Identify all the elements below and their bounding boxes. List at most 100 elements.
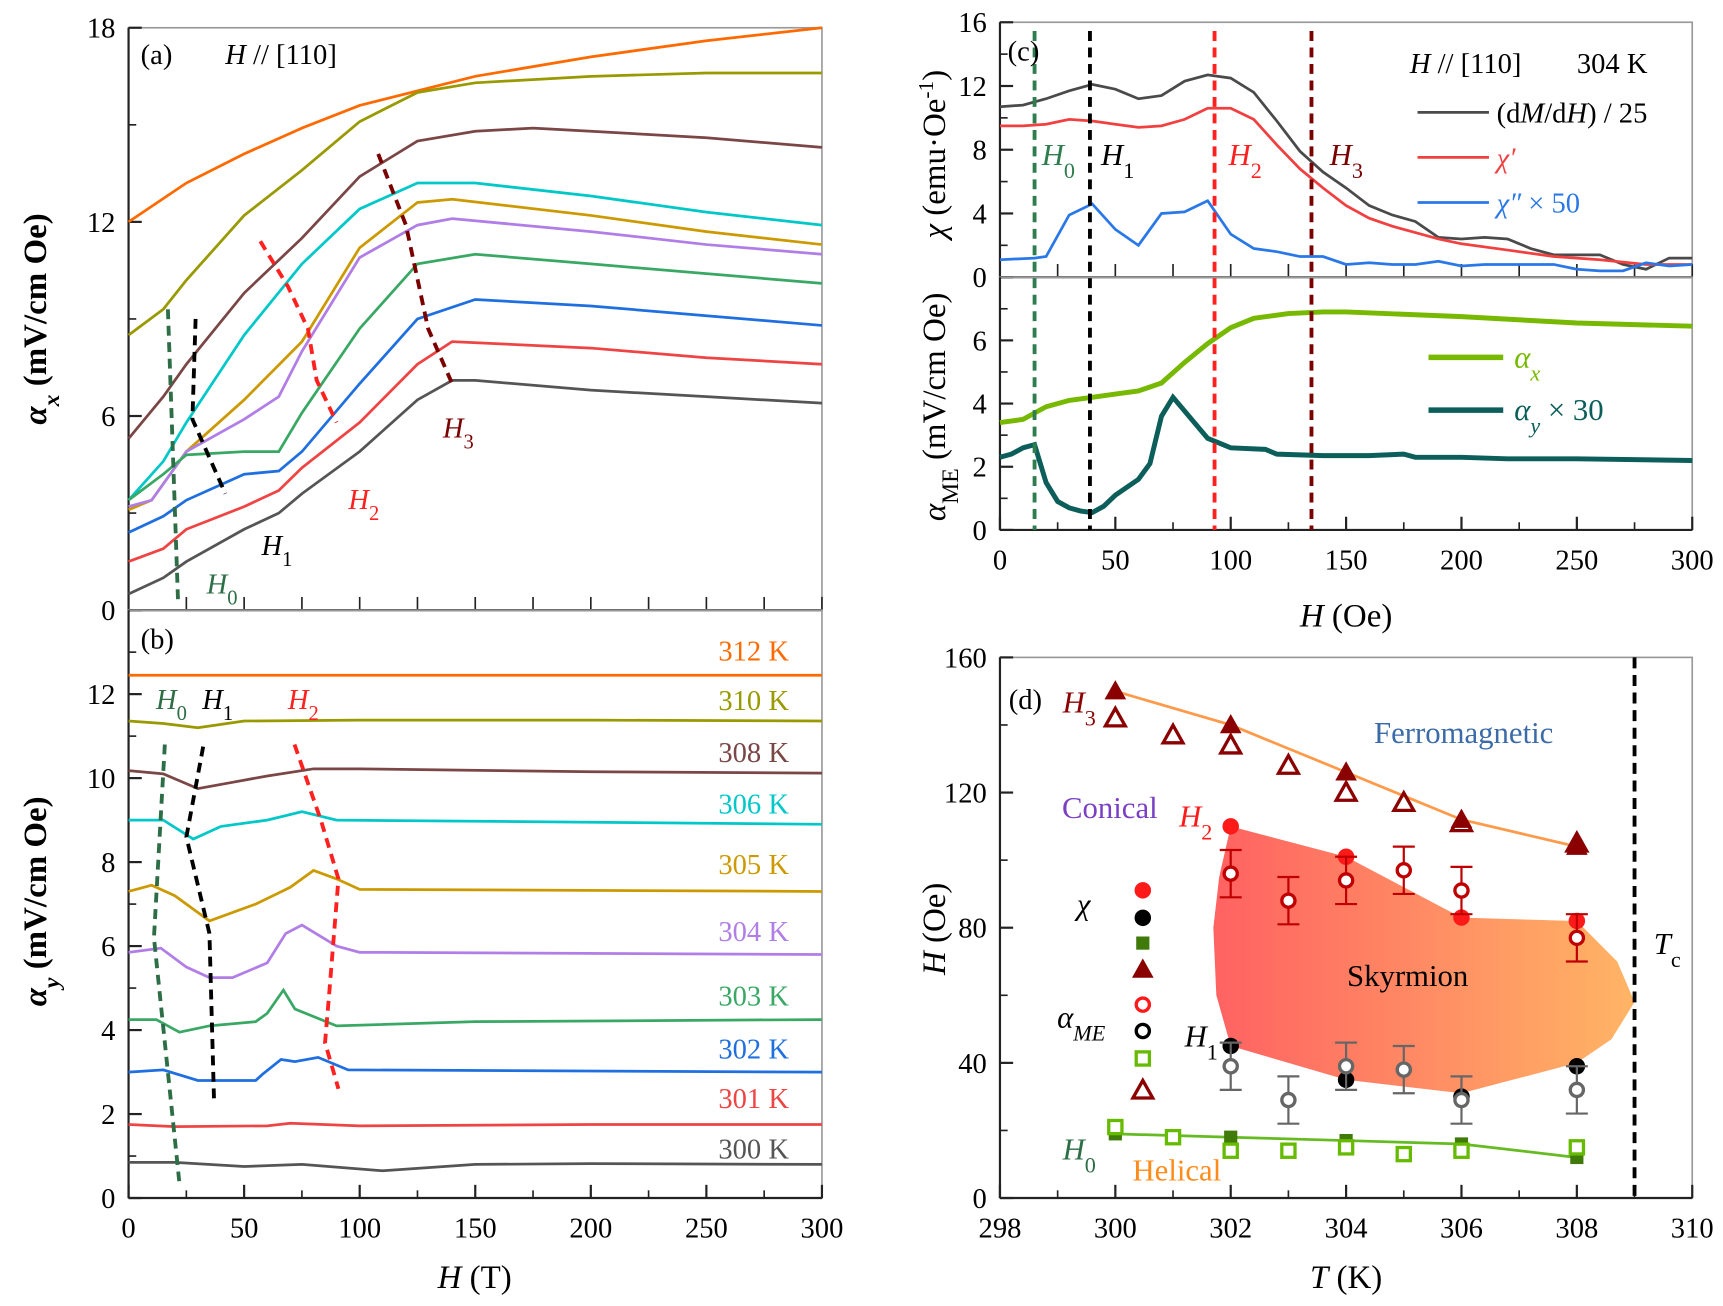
data-point (1568, 929, 1586, 947)
x-tick-label: 304 (1325, 1214, 1368, 1245)
region-label-helical-rest: Helical (1132, 1153, 1221, 1187)
x-tick-label: 50 (230, 1214, 259, 1245)
series-line-302K (127, 298, 823, 534)
series-line-301K (128, 1121, 822, 1128)
skyrmion-region (1213, 826, 1635, 1094)
transition-label: H2 (1228, 138, 1262, 183)
y-axis-label-d-rest: (Oe) (917, 883, 953, 952)
transition-label-H0-main: H (1062, 1133, 1087, 1167)
y-tick-label: 6 (101, 932, 115, 963)
data-point (1568, 1081, 1586, 1099)
legend-label-alpha-me-main: α (1057, 1001, 1074, 1035)
y-axis-label-a: αx (mV/cm Oe) (18, 213, 65, 424)
transition-label-H0: H0 (1062, 1133, 1096, 1177)
y-axis-label-a-main: α (18, 406, 54, 425)
legend-label-part: /d (1544, 98, 1566, 129)
y-axis-label-a-rest: (mV/cm Oe) (18, 213, 54, 394)
data-point (1453, 1091, 1470, 1109)
data-point (1337, 1058, 1355, 1075)
curie-temperature-label-sub: c (1671, 947, 1681, 972)
legend-marker (1134, 1050, 1152, 1067)
boundary-label-sub: 0 (177, 703, 187, 725)
data-point (1222, 1058, 1239, 1075)
series-line (999, 106, 1693, 266)
series-line-312K (127, 26, 823, 224)
x-axis-label-d: T (K) (1310, 1260, 1382, 1296)
legend-label-chi: χ (1074, 888, 1092, 922)
boundary-line-H1 (190, 318, 228, 495)
data-point (1395, 1061, 1413, 1078)
y-axis-label-c-top: χ (emu·Oe-1) (914, 70, 953, 242)
transition-label-sub: 2 (1251, 158, 1262, 183)
series-line-300K (128, 1160, 822, 1173)
temperature-label-rest: 303 K (718, 982, 789, 1013)
data-point (1453, 882, 1470, 899)
y-tick-label: 160 (944, 643, 987, 674)
temperature-label: 300 K (718, 1134, 789, 1165)
y-axis-label-c-top-rest: (emu·Oe (917, 99, 953, 224)
field-direction-label-main: H (224, 40, 247, 71)
x-tick-label: 0 (121, 1214, 135, 1245)
region-label-conical-rest: Conical (1062, 791, 1158, 825)
boundary-line-H0 (165, 309, 180, 601)
legend-label-alpha-me: αME (1057, 1001, 1106, 1045)
y-axis-label-c-top-main: χ (917, 222, 953, 241)
x-tick-label: 150 (1325, 545, 1368, 576)
series-line-304K (128, 217, 823, 508)
legend-label: χ′ (1494, 143, 1517, 174)
y-tick-label: 80 (958, 914, 987, 945)
boundary-label: H0 (155, 685, 187, 725)
legend-label-part: ) / 25 (1587, 98, 1647, 129)
transition-label-H3-sub: 3 (1085, 705, 1096, 730)
legend-label-part: χ″ (1494, 188, 1523, 219)
transition-label-sub: 0 (1064, 158, 1075, 183)
x-axis-label-c-rest: (Oe) (1324, 599, 1393, 635)
temperature-label-rest: 300 K (718, 1134, 789, 1165)
y-tick-label: 4 (101, 1016, 115, 1047)
y-tick-label: 4 (972, 199, 986, 230)
transition-label-main: H (1329, 138, 1354, 172)
x-tick-label: 150 (454, 1214, 497, 1245)
transition-label-H3-main: H (1062, 685, 1087, 719)
y-tick-label: 0 (101, 596, 115, 627)
x-tick-label: 306 (1440, 1214, 1483, 1245)
y-tick-label: 18 (87, 14, 116, 45)
boundary-label-main: H (442, 414, 465, 445)
region-label-ferromagnetic: Ferromagnetic (1374, 716, 1553, 750)
series-line-303K (128, 987, 822, 1034)
y-tick-label: 2 (101, 1100, 115, 1131)
legend-label-part: χ′ (1494, 143, 1517, 174)
series-line-305K (128, 868, 822, 923)
transition-label: H1 (1100, 138, 1134, 183)
field-direction-label: H // [110] (224, 40, 337, 71)
data-point (1337, 872, 1355, 889)
x-axis-label-b-main: H (437, 1260, 464, 1296)
series-line-308K (127, 126, 823, 440)
x-tick-label: 300 (1094, 1214, 1137, 1245)
y-tick-label: 0 (972, 263, 986, 294)
boundary-label-sub: 0 (227, 588, 237, 610)
boundary-label: H3 (442, 414, 474, 454)
panel-label-c-rest: (c) (1008, 37, 1040, 68)
boundary-label-sub: 2 (369, 503, 379, 525)
y-tick-label: 12 (87, 680, 116, 711)
temperature-label: 305 K (718, 850, 789, 881)
y-axis-label-c-top-end: ) (917, 70, 953, 81)
x-tick-label: 310 (1671, 1214, 1714, 1245)
y-axis-label-b-sub: y (39, 977, 65, 991)
transition-label-sub: 1 (1123, 158, 1134, 183)
legend-label-main: α (1514, 340, 1531, 374)
y-tick-label: 16 (958, 8, 987, 39)
temperature-label: 302 K (718, 1034, 789, 1065)
transition-label-sub: 3 (1352, 158, 1363, 183)
series-line-306K (127, 181, 823, 502)
field-direction-label-main: H (1409, 49, 1432, 80)
boundary-label: H2 (287, 685, 319, 725)
legend-label-sub: y (1528, 413, 1540, 438)
temperature-label-rest: 304 K (718, 917, 789, 948)
x-tick-label: 200 (569, 1214, 612, 1245)
series-line-310K (127, 71, 822, 337)
temperature-label-rest: 310 K (718, 686, 789, 717)
